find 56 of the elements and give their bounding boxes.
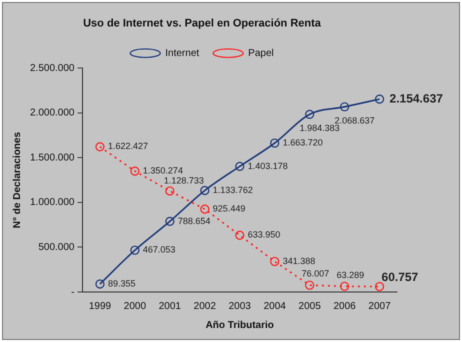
point: [270, 138, 280, 148]
data-label: 89.355: [108, 278, 136, 288]
data-label: 788.654: [178, 216, 210, 226]
data-label: 1.133.762: [212, 184, 253, 195]
x-tick-label: 2003: [228, 300, 252, 312]
point: [130, 166, 140, 176]
x-tick-label: 2006: [333, 300, 356, 312]
point: [305, 280, 314, 290]
point: [200, 186, 210, 196]
data-label: 60.757: [382, 270, 419, 284]
data-label: 467.053: [142, 244, 176, 255]
data-label: 2.068.637: [334, 115, 375, 126]
data-label: 1.622.427: [108, 141, 148, 152]
data-label: 63.289: [336, 270, 364, 280]
x-axis-title: Año Tributario: [206, 320, 274, 331]
point: [130, 246, 140, 255]
y-tick-label: 500.000: [38, 242, 75, 253]
point: [374, 94, 384, 104]
data-label: 633.950: [248, 230, 280, 240]
point: [270, 256, 280, 266]
data-label: 76.007: [302, 268, 330, 279]
y-tick-label: 2.000.000: [30, 108, 75, 119]
y-axis-title: N° de Declaraciones: [12, 132, 23, 228]
point: [95, 279, 105, 289]
x-tick-label: 2007: [368, 300, 392, 312]
chart-title: Uso de Internet vs. Papel en Operación Renta: [83, 18, 322, 30]
x-tick-label: 2002: [194, 300, 216, 312]
data-label: 1.984.383: [300, 122, 340, 133]
point: [95, 142, 105, 152]
point: [340, 102, 350, 112]
data-label: 2.154.637: [390, 91, 444, 106]
data-label: 925.449: [212, 204, 246, 214]
y-tick-label: 1.000.000: [30, 197, 75, 208]
point: [340, 282, 350, 291]
point: [235, 230, 244, 240]
data-label: 1.128.733: [164, 175, 204, 186]
point: [200, 204, 210, 214]
point: [235, 162, 244, 171]
x-tick-label: 2001: [158, 300, 182, 312]
point: [165, 186, 174, 196]
legend-label: Internet: [165, 48, 200, 59]
y-tick-label: -: [71, 286, 74, 298]
legend-label: Papel: [248, 48, 274, 59]
data-label: 1.350.274: [142, 166, 183, 176]
x-tick-label: 1999: [88, 300, 112, 312]
x-tick-label: 2005: [298, 300, 322, 312]
y-tick-label: 2.500.000: [30, 62, 75, 74]
x-tick-label: 2000: [124, 300, 146, 312]
data-label: 1.403.178: [248, 160, 288, 171]
x-tick-label: 2004: [264, 300, 286, 312]
point: [374, 282, 384, 292]
point: [305, 110, 314, 119]
data-label: 1.663.720: [282, 138, 323, 148]
data-label: 341.388: [282, 256, 316, 266]
point: [165, 216, 174, 226]
y-tick-label: 1.500.000: [30, 152, 75, 164]
